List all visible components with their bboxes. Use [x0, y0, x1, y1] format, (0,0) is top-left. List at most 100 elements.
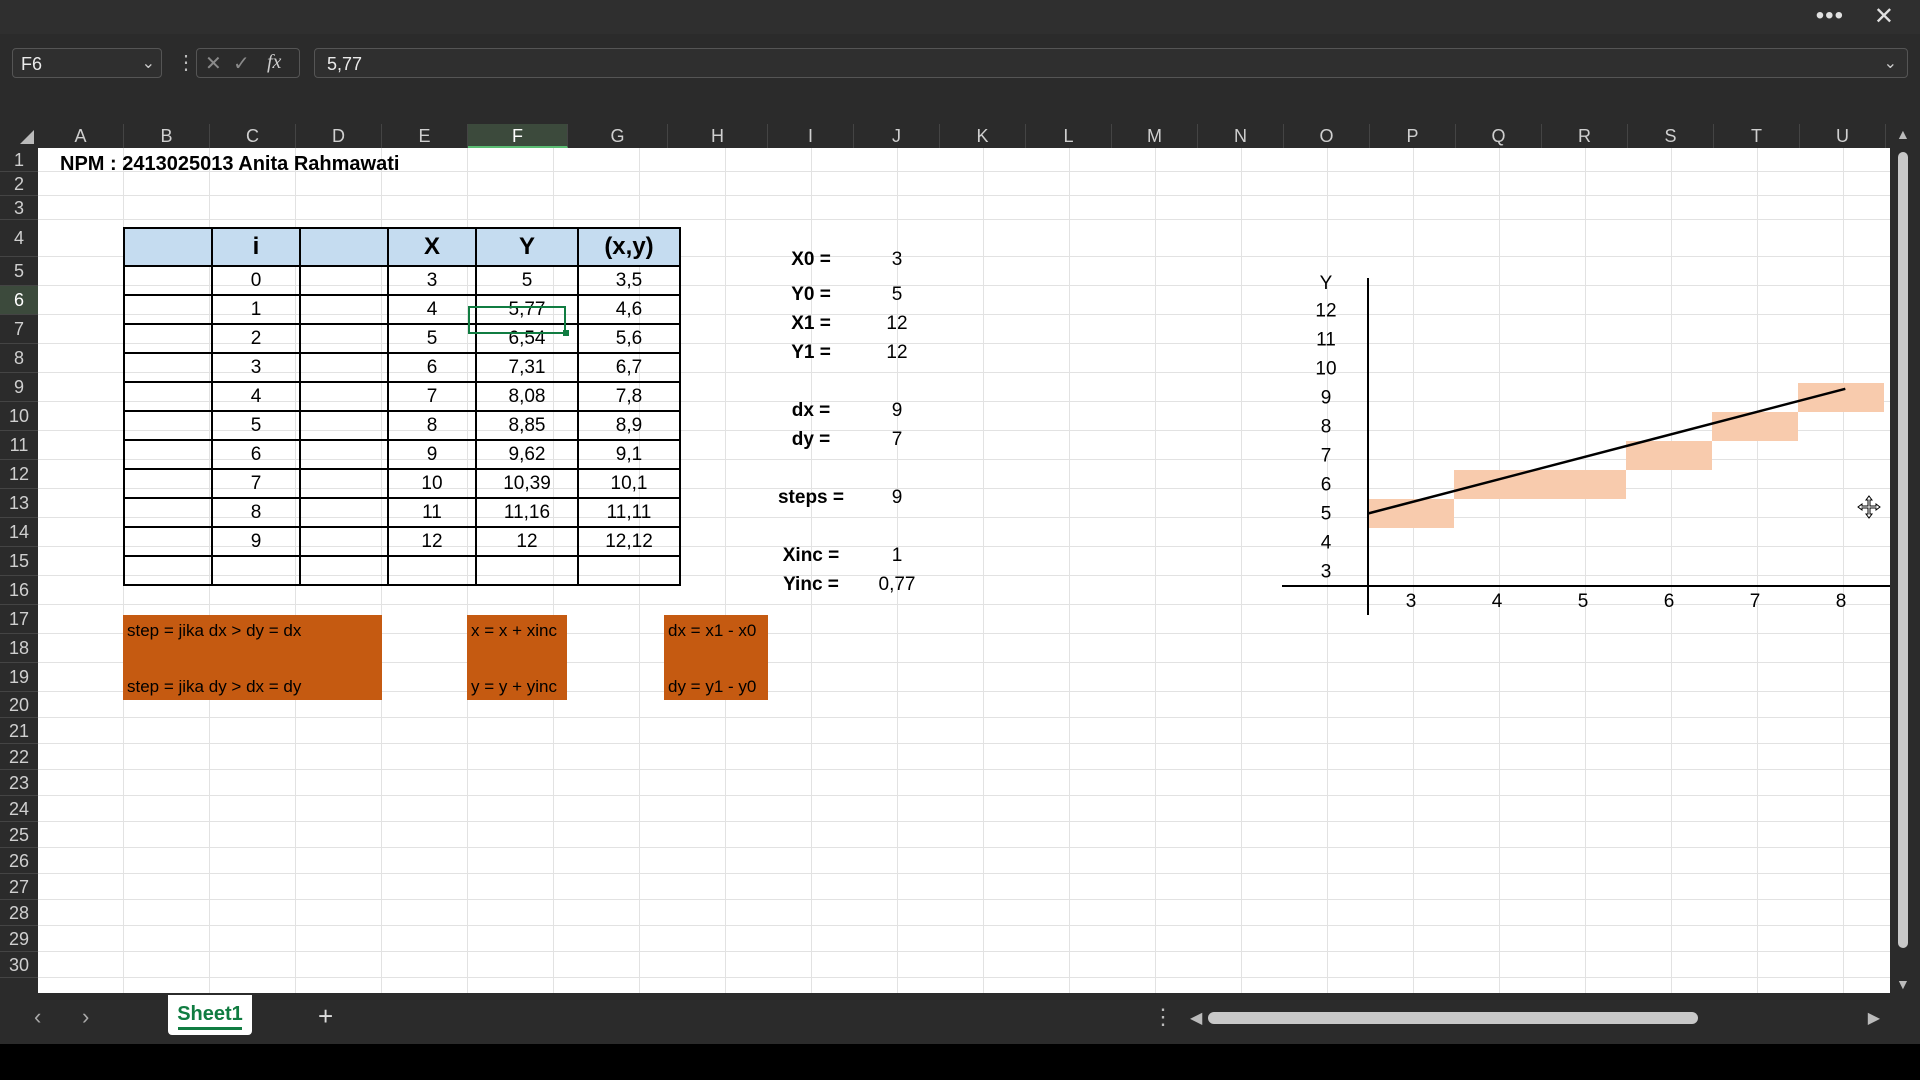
table-cell[interactable]: 10,39: [475, 468, 579, 499]
table-cell[interactable]: 12: [387, 526, 477, 557]
table-cell[interactable]: 3: [387, 265, 477, 296]
cancel-icon[interactable]: ✕: [205, 53, 222, 75]
param-label[interactable]: dy =: [791, 429, 831, 450]
table-cell[interactable]: [299, 410, 389, 441]
row-header-28[interactable]: 28: [0, 900, 38, 926]
param-value[interactable]: 12: [886, 313, 908, 334]
table-cell[interactable]: [299, 468, 389, 499]
param-value[interactable]: 12: [886, 342, 908, 363]
table-cell[interactable]: 1: [211, 294, 301, 325]
table-cell[interactable]: 5: [211, 410, 301, 441]
vertical-scrollbar[interactable]: ▲ ▼: [1894, 126, 1914, 994]
row-header-8[interactable]: 8: [0, 344, 38, 373]
scroll-down-icon[interactable]: ▼: [1896, 976, 1910, 992]
table-cell[interactable]: 6,7: [577, 352, 681, 383]
table-cell[interactable]: 8,85: [475, 410, 579, 441]
row-header-19[interactable]: 19: [0, 663, 38, 692]
row-header-10[interactable]: 10: [0, 402, 38, 431]
param-label[interactable]: Y0 =: [791, 284, 831, 305]
vertical-scroll-thumb[interactable]: [1898, 152, 1908, 948]
table-cell[interactable]: 4: [387, 294, 477, 325]
table-cell[interactable]: 3: [211, 352, 301, 383]
row-header-29[interactable]: 29: [0, 926, 38, 952]
row-header-15[interactable]: 15: [0, 547, 38, 576]
table-cell[interactable]: 2: [211, 323, 301, 354]
table-cell[interactable]: 5: [387, 323, 477, 354]
more-options-icon[interactable]: •••: [1815, 2, 1844, 29]
table-cell[interactable]: 4: [211, 381, 301, 412]
table-cell[interactable]: [299, 294, 389, 325]
table-cell[interactable]: 11: [387, 497, 477, 528]
expand-chevron-icon[interactable]: ⌄: [1883, 55, 1897, 72]
note-dxdy[interactable]: dx = x1 - x0 dy = y1 - y0: [664, 615, 768, 700]
table-cell[interactable]: 3,5: [577, 265, 681, 296]
table-cell[interactable]: 5,77: [475, 294, 579, 325]
scroll-right-icon[interactable]: ▶: [1867, 1010, 1880, 1027]
row-header-23[interactable]: 23: [0, 770, 38, 796]
column-header-r[interactable]: R: [1542, 124, 1628, 148]
row-header-16[interactable]: 16: [0, 576, 38, 605]
note-xy[interactable]: x = x + xinc y = y + yinc: [467, 615, 567, 700]
next-sheet-icon[interactable]: ›: [82, 1004, 90, 1029]
table-cell[interactable]: [123, 323, 213, 354]
chevron-down-icon[interactable]: ⌄: [141, 55, 155, 72]
param-value[interactable]: 9: [891, 400, 903, 421]
column-header-l[interactable]: L: [1026, 124, 1112, 148]
table-header-cell[interactable]: (x,y): [577, 227, 681, 267]
column-header-k[interactable]: K: [940, 124, 1026, 148]
table-cell[interactable]: 7,8: [577, 381, 681, 412]
close-icon[interactable]: ✕: [1873, 3, 1894, 30]
row-header-21[interactable]: 21: [0, 718, 38, 744]
row-header-6[interactable]: 6: [0, 286, 38, 315]
row-header-26[interactable]: 26: [0, 848, 38, 874]
row-header-11[interactable]: 11: [0, 431, 38, 460]
param-label[interactable]: Y1 =: [791, 342, 831, 363]
check-icon[interactable]: ✓: [233, 53, 250, 75]
param-value[interactable]: 0,77: [878, 574, 916, 595]
table-cell[interactable]: 9: [211, 526, 301, 557]
row-header-5[interactable]: 5: [0, 257, 38, 286]
table-cell[interactable]: [299, 352, 389, 383]
column-header-h[interactable]: H: [668, 124, 768, 148]
table-cell[interactable]: [299, 526, 389, 557]
scroll-up-icon[interactable]: ▲: [1896, 126, 1910, 142]
table-header-cell[interactable]: [299, 227, 389, 267]
param-value[interactable]: 5: [891, 284, 903, 305]
formula-input[interactable]: 5,77 ⌄: [314, 48, 1908, 78]
vertical-dots-icon[interactable]: ⋮: [176, 52, 196, 74]
table-cell[interactable]: [299, 323, 389, 354]
prev-sheet-icon[interactable]: ‹: [34, 1004, 42, 1029]
table-cell[interactable]: [123, 410, 213, 441]
param-value[interactable]: 9: [891, 487, 903, 508]
table-cell[interactable]: 12,12: [577, 526, 681, 557]
row-header-22[interactable]: 22: [0, 744, 38, 770]
horizontal-scrollbar[interactable]: ◀ ▶: [1190, 1010, 1880, 1027]
column-header-o[interactable]: O: [1284, 124, 1370, 148]
column-header-f[interactable]: F: [468, 124, 568, 148]
table-header-cell[interactable]: [123, 227, 213, 267]
column-header-j[interactable]: J: [854, 124, 940, 148]
table-cell[interactable]: [299, 265, 389, 296]
horizontal-scroll-thumb[interactable]: [1208, 1012, 1698, 1024]
column-header-d[interactable]: D: [296, 124, 382, 148]
row-header-1[interactable]: 1: [0, 148, 38, 172]
table-cell[interactable]: 10: [387, 468, 477, 499]
row-header-4[interactable]: 4: [0, 220, 38, 257]
table-cell[interactable]: [123, 468, 213, 499]
param-label[interactable]: dx =: [791, 400, 831, 421]
row-header-24[interactable]: 24: [0, 796, 38, 822]
row-header-13[interactable]: 13: [0, 489, 38, 518]
fill-handle[interactable]: [563, 330, 569, 336]
table-cell[interactable]: 8,08: [475, 381, 579, 412]
sheet-tab-sheet1[interactable]: Sheet1: [168, 995, 252, 1035]
param-label[interactable]: steps =: [777, 487, 844, 508]
table-cell[interactable]: 11,11: [577, 497, 681, 528]
column-header-g[interactable]: G: [568, 124, 668, 148]
table-cell[interactable]: 12: [475, 526, 579, 557]
add-sheet-icon[interactable]: +: [318, 1001, 334, 1031]
table-cell[interactable]: 6: [211, 439, 301, 470]
column-header-e[interactable]: E: [382, 124, 468, 148]
table-cell[interactable]: 6: [387, 352, 477, 383]
column-header-i[interactable]: I: [768, 124, 854, 148]
row-header-7[interactable]: 7: [0, 315, 38, 344]
